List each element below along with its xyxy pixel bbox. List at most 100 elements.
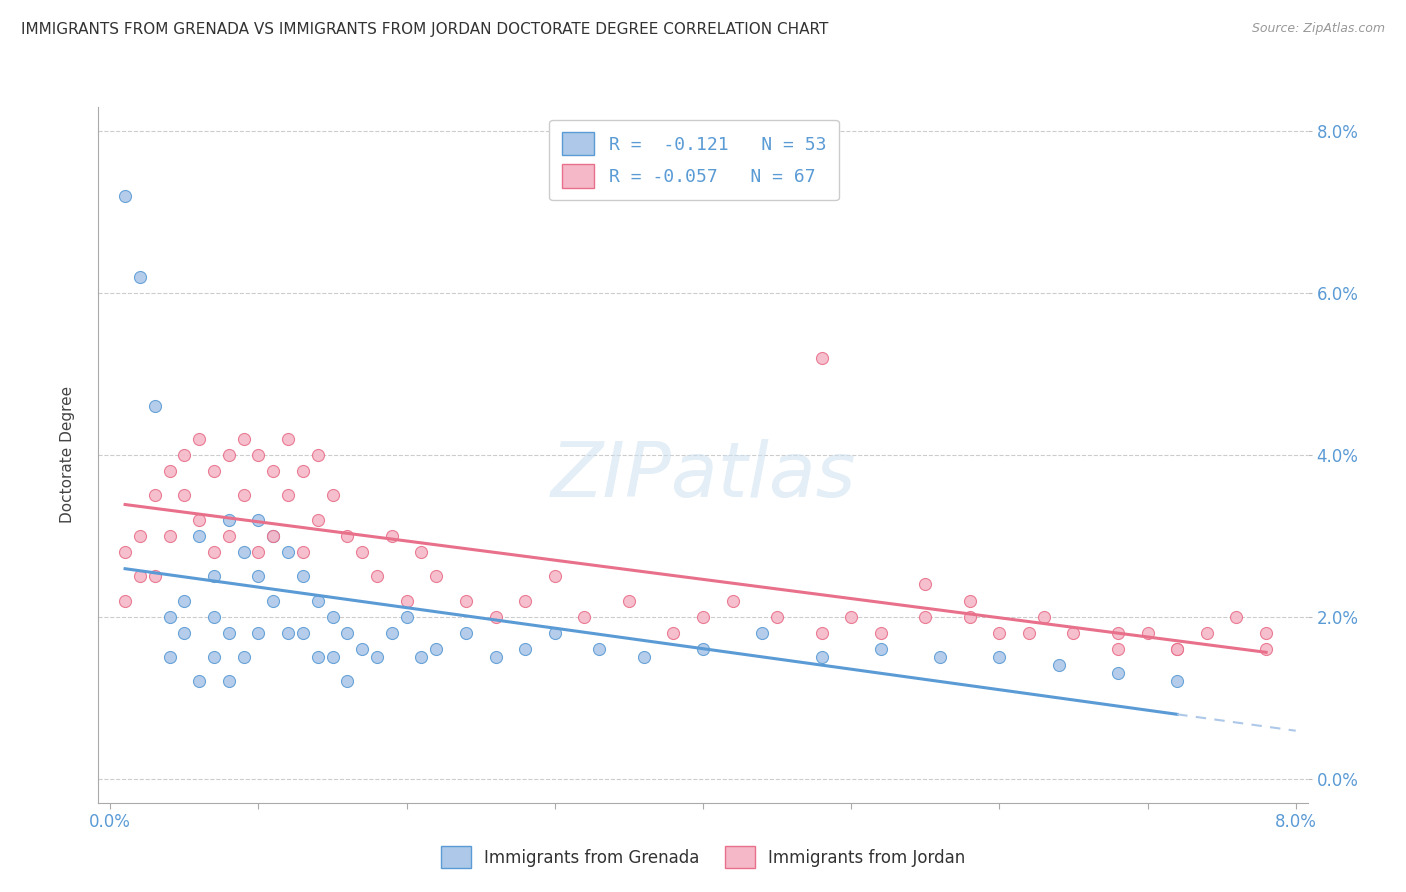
Point [218,674,240,689]
Point [322,609,344,624]
Point [307,593,329,607]
Point [1254,626,1277,640]
Point [959,609,981,624]
Point [1018,626,1040,640]
Point [218,448,240,462]
Point [218,626,240,640]
Point [262,593,284,607]
Point [484,650,506,665]
Point [454,626,477,640]
Point [574,609,596,624]
Point [515,642,537,657]
Point [1195,626,1218,640]
Point [1225,609,1247,624]
Point [929,650,952,665]
Point [247,513,270,527]
Point [1107,642,1129,657]
Point [381,529,404,543]
Point [959,593,981,607]
Point [291,569,314,583]
Text: Source: ZipAtlas.com: Source: ZipAtlas.com [1251,22,1385,36]
Point [262,529,284,543]
Point [352,642,374,657]
Point [173,626,195,640]
Point [336,626,359,640]
Point [188,674,211,689]
Point [307,448,329,462]
Point [366,569,388,583]
Point [810,351,832,365]
Point [381,626,404,640]
Point [544,626,567,640]
Point [1166,642,1188,657]
Point [291,464,314,478]
Point [988,650,1011,665]
Point [395,609,418,624]
Point [988,626,1011,640]
Point [617,593,640,607]
Point [1136,626,1159,640]
Point [143,488,166,502]
Point [810,650,832,665]
Point [277,545,299,559]
Point [202,650,225,665]
Point [277,432,299,446]
Point [218,529,240,543]
Point [1166,642,1188,657]
Point [484,609,506,624]
Point [1047,658,1070,673]
Point [232,488,254,502]
Point [633,650,655,665]
Point [366,650,388,665]
Point [143,400,166,414]
Point [202,545,225,559]
Point [232,432,254,446]
Point [143,569,166,583]
Point [751,626,773,640]
Point [411,650,433,665]
Point [114,593,136,607]
Point [352,545,374,559]
Text: IMMIGRANTS FROM GRENADA VS IMMIGRANTS FROM JORDAN DOCTORATE DEGREE CORRELATION C: IMMIGRANTS FROM GRENADA VS IMMIGRANTS FR… [21,22,828,37]
Legend: Immigrants from Grenada, Immigrants from Jordan: Immigrants from Grenada, Immigrants from… [434,839,972,874]
Point [869,642,891,657]
Point [395,593,418,607]
Point [202,464,225,478]
Point [515,593,537,607]
Point [173,448,195,462]
Point [1166,674,1188,689]
Point [336,674,359,689]
Point [1062,626,1084,640]
Point [129,529,152,543]
Point [232,545,254,559]
Point [914,577,936,591]
Point [721,593,744,607]
Point [914,609,936,624]
Point [1107,626,1129,640]
Point [159,650,181,665]
Point [114,189,136,203]
Point [307,650,329,665]
Point [218,513,240,527]
Point [1107,666,1129,681]
Point [247,545,270,559]
Point [173,488,195,502]
Point [188,432,211,446]
Point [336,529,359,543]
Point [411,545,433,559]
Point [202,609,225,624]
Point [247,448,270,462]
Y-axis label: Doctorate Degree: Doctorate Degree [60,386,75,524]
Point [291,545,314,559]
Point [454,593,477,607]
Point [262,529,284,543]
Point [766,609,789,624]
Point [544,569,567,583]
Point [247,626,270,640]
Point [202,569,225,583]
Point [173,593,195,607]
Point [129,569,152,583]
Point [262,464,284,478]
Point [662,626,685,640]
Point [1254,642,1277,657]
